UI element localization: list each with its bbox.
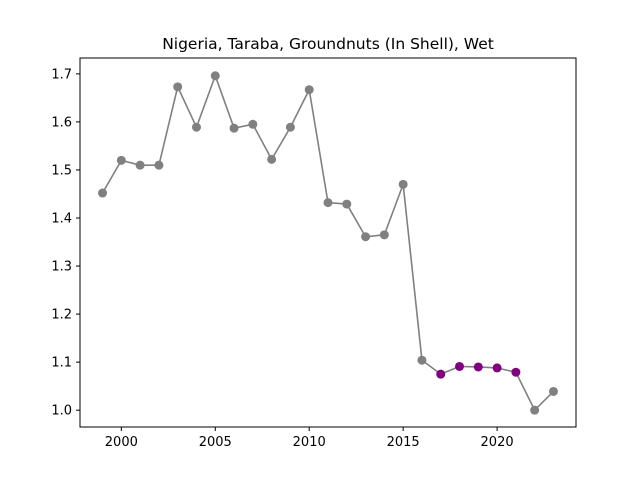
data-point bbox=[285, 122, 295, 132]
data-point bbox=[135, 160, 145, 170]
data-point bbox=[417, 355, 427, 365]
data-point bbox=[436, 369, 446, 379]
x-tick-label: 2010 bbox=[293, 435, 326, 450]
data-point bbox=[342, 199, 352, 209]
data-point bbox=[229, 123, 239, 133]
data-point bbox=[455, 361, 465, 371]
y-tick-label: 1.4 bbox=[51, 211, 72, 226]
data-point bbox=[191, 122, 201, 132]
x-tick-label: 2000 bbox=[105, 435, 138, 450]
y-tick-label: 1.6 bbox=[51, 115, 72, 130]
data-point bbox=[530, 405, 540, 415]
y-tick-label: 1.7 bbox=[51, 67, 72, 82]
data-point bbox=[304, 85, 314, 95]
series-markers bbox=[98, 71, 558, 415]
data-point bbox=[398, 179, 408, 189]
y-axis-ticks: 1.0 1.1 1.2 1.3 1.4 1.5 1.6 1.7 bbox=[51, 67, 80, 419]
data-point bbox=[492, 363, 502, 373]
data-point bbox=[210, 71, 220, 81]
x-axis-ticks: 2000 2005 2010 2015 2020 bbox=[105, 427, 514, 450]
chart-title: Nigeria, Taraba, Groundnuts (In Shell), … bbox=[162, 35, 494, 53]
y-tick-label: 1.3 bbox=[51, 260, 72, 275]
data-point bbox=[116, 155, 126, 165]
data-point bbox=[98, 188, 108, 198]
plot-frame bbox=[79, 57, 577, 428]
y-tick-label: 1.2 bbox=[51, 308, 72, 323]
data-point bbox=[473, 362, 483, 372]
data-point bbox=[379, 230, 389, 240]
data-point bbox=[511, 367, 521, 377]
y-tick-label: 1.1 bbox=[51, 356, 72, 371]
y-tick-label: 1.0 bbox=[51, 404, 72, 419]
x-tick-label: 2005 bbox=[199, 435, 232, 450]
data-point bbox=[248, 119, 258, 129]
data-point bbox=[323, 198, 333, 208]
y-tick-label: 1.5 bbox=[51, 163, 72, 178]
data-point bbox=[173, 82, 183, 92]
data-point bbox=[267, 154, 277, 164]
x-tick-label: 2020 bbox=[481, 435, 514, 450]
data-point bbox=[361, 232, 371, 242]
data-point bbox=[548, 386, 558, 396]
x-tick-label: 2015 bbox=[387, 435, 420, 450]
data-point bbox=[154, 160, 164, 170]
